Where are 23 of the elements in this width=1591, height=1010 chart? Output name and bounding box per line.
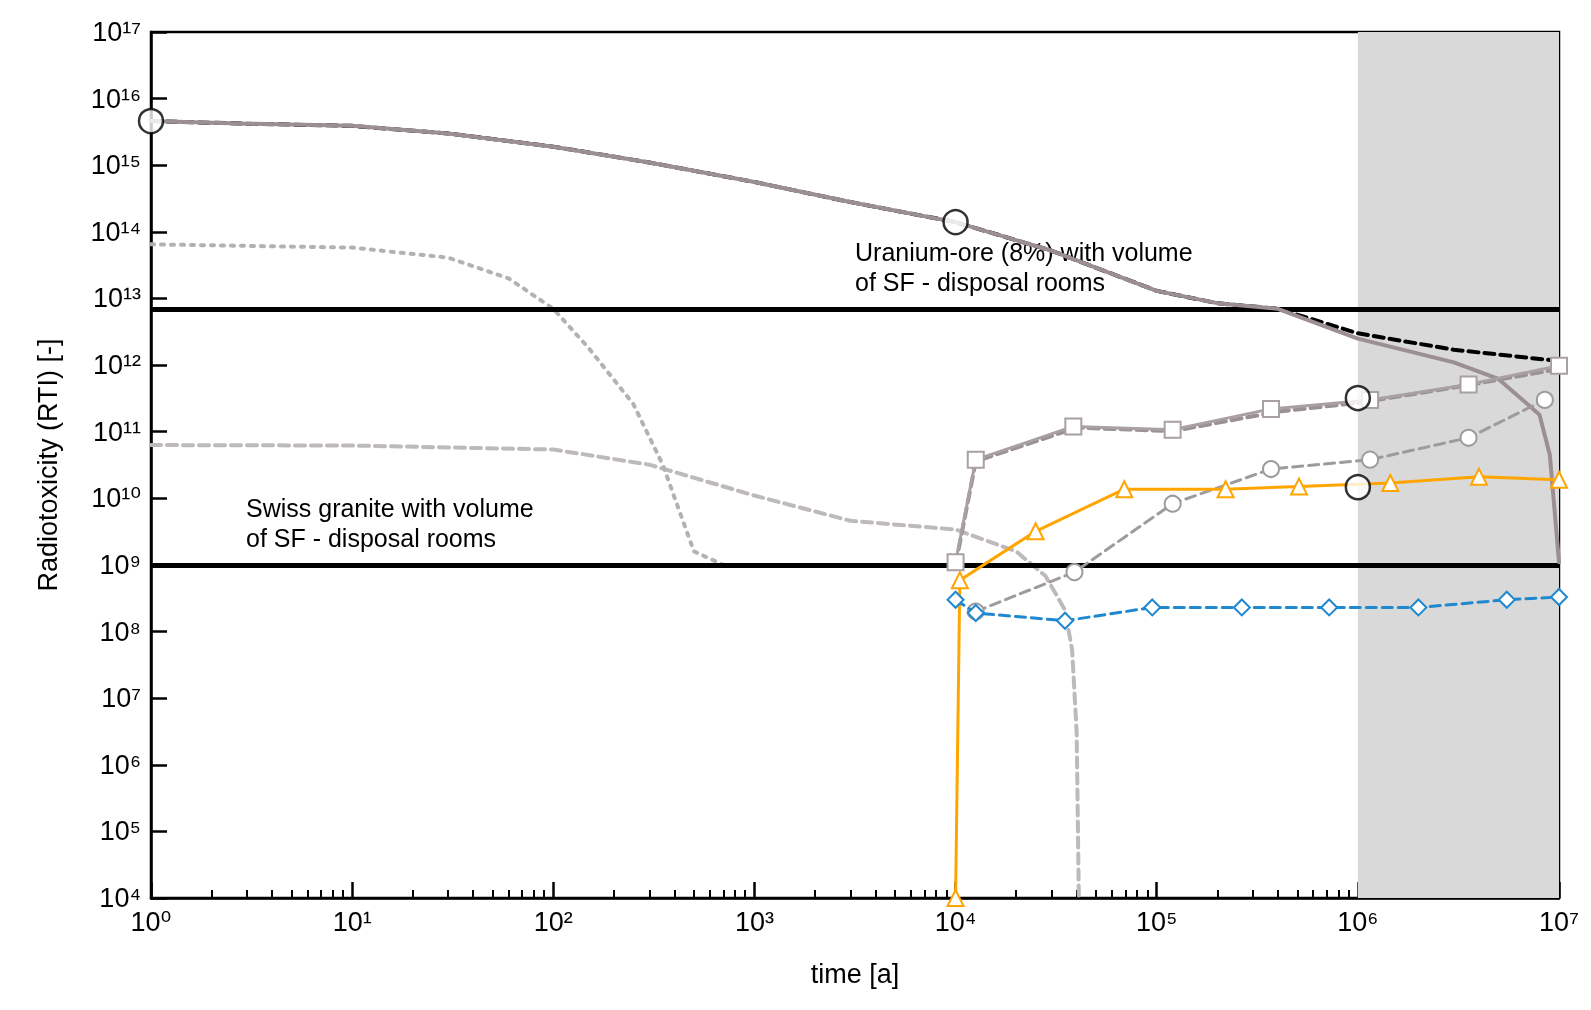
y-tick-label: 10⁹ [99,549,141,580]
y-tick-label: 10⁶ [99,749,141,780]
y-tick-label: 10¹⁷ [92,17,141,47]
x-tick-label: 10⁷ [1539,906,1579,937]
y-tick-label: 10¹⁶ [90,83,141,114]
y-tick-label: 10¹¹ [92,416,142,447]
y-tick-label: 10¹³ [92,283,142,314]
x-tick-label: 10² [533,906,573,937]
ref-line-label: Swiss granite with volume of SF - disposal rooms [246,493,534,552]
x-tick-label: 10⁴ [934,906,977,937]
x-tick-label: 10³ [734,906,774,937]
y-tick-label: 10¹⁵ [90,150,141,181]
y-tick-label: 10¹⁴ [90,216,141,247]
y-tick-label: 10¹² [92,350,142,381]
y-tick-label: 10⁷ [101,683,141,714]
x-axis-title: time [a] [810,958,900,989]
x-tick-label: 10⁵ [1136,906,1178,937]
x-tick-label: 10⁶ [1337,906,1379,937]
y-tick-label: 10⁸ [99,616,141,647]
y-tick-label: 10⁵ [99,816,141,847]
y-axis-title: Radiotoxicity (RTI) [-] [32,338,63,592]
x-tick-label: 10¹ [332,906,372,937]
y-tick-label: 10¹⁰ [91,483,141,514]
